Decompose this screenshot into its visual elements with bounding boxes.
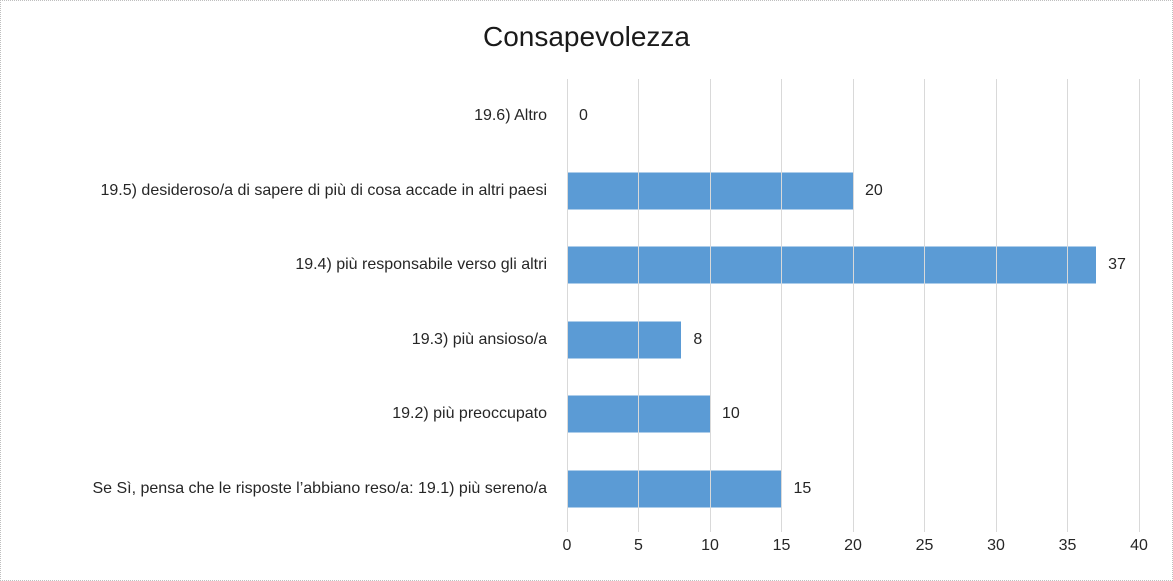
bar — [567, 470, 782, 508]
bar-series: 0 20 37 8 10 15 — [567, 79, 1139, 526]
gridline-x-0 — [566, 79, 568, 532]
x-axis-tick-label: 0 — [562, 537, 572, 554]
data-label: 10 — [722, 405, 740, 423]
data-label: 8 — [693, 330, 703, 348]
x-axis-tick-label: 15 — [772, 537, 791, 554]
x-axis-tick-label: 10 — [701, 537, 719, 554]
gridline-x-25 — [924, 79, 925, 532]
category-label: 19.4) più responsabile verso gli altri — [295, 256, 547, 274]
bar-row: 8 — [567, 303, 1139, 378]
category-label: 19.6) Altro — [474, 107, 547, 125]
data-label: 15 — [793, 479, 812, 497]
gridline-x-10 — [709, 79, 711, 532]
data-label: 20 — [865, 181, 883, 199]
x-axis-tick-label: 5 — [634, 537, 643, 554]
category-label: 19.2) più preoccupato — [392, 405, 547, 423]
category-label: 19.3) più ansioso/a — [411, 330, 547, 348]
gridline-x-15 — [781, 79, 782, 532]
data-label: 0 — [579, 107, 588, 125]
bar — [567, 321, 682, 359]
gridline-x-5 — [638, 79, 639, 532]
x-axis-tick-label: 30 — [987, 537, 1005, 554]
x-axis-tick-label: 35 — [1058, 537, 1077, 554]
gridline-x-40 — [1138, 79, 1140, 532]
gridline-x-30 — [995, 79, 997, 532]
bar — [567, 246, 1097, 284]
plot-area: 0 20 37 8 10 15 — [566, 79, 1140, 532]
bar-row: 37 — [567, 228, 1139, 303]
x-axis-tick-label: 40 — [1130, 537, 1148, 554]
x-axis-tick-label: 25 — [915, 537, 934, 554]
gridline-x-35 — [1067, 79, 1068, 532]
chart-title: Consapevolezza — [482, 21, 691, 52]
bar-row: 15 — [567, 452, 1139, 527]
category-label: Se Sì, pensa che le risposte l’abbiano r… — [92, 479, 547, 497]
data-label: 37 — [1108, 256, 1126, 274]
bar-row: 0 — [567, 79, 1139, 154]
gridline-x-20 — [852, 79, 854, 532]
category-axis-labels: 19.6) Altro 19.5) desideroso/a di sapere … — [1, 79, 557, 526]
category-label: 19.5) desideroso/a di sapere di più di c… — [100, 181, 548, 199]
x-axis-tick-label: 20 — [844, 537, 862, 554]
